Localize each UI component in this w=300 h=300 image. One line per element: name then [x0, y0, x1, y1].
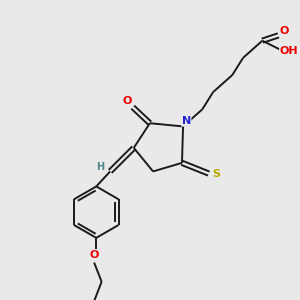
Text: O: O	[279, 26, 289, 36]
Text: O: O	[123, 96, 132, 106]
Text: O: O	[89, 250, 99, 260]
Text: H: H	[97, 162, 105, 172]
Text: S: S	[212, 169, 220, 178]
Text: N: N	[182, 116, 191, 126]
Text: OH: OH	[280, 46, 298, 56]
